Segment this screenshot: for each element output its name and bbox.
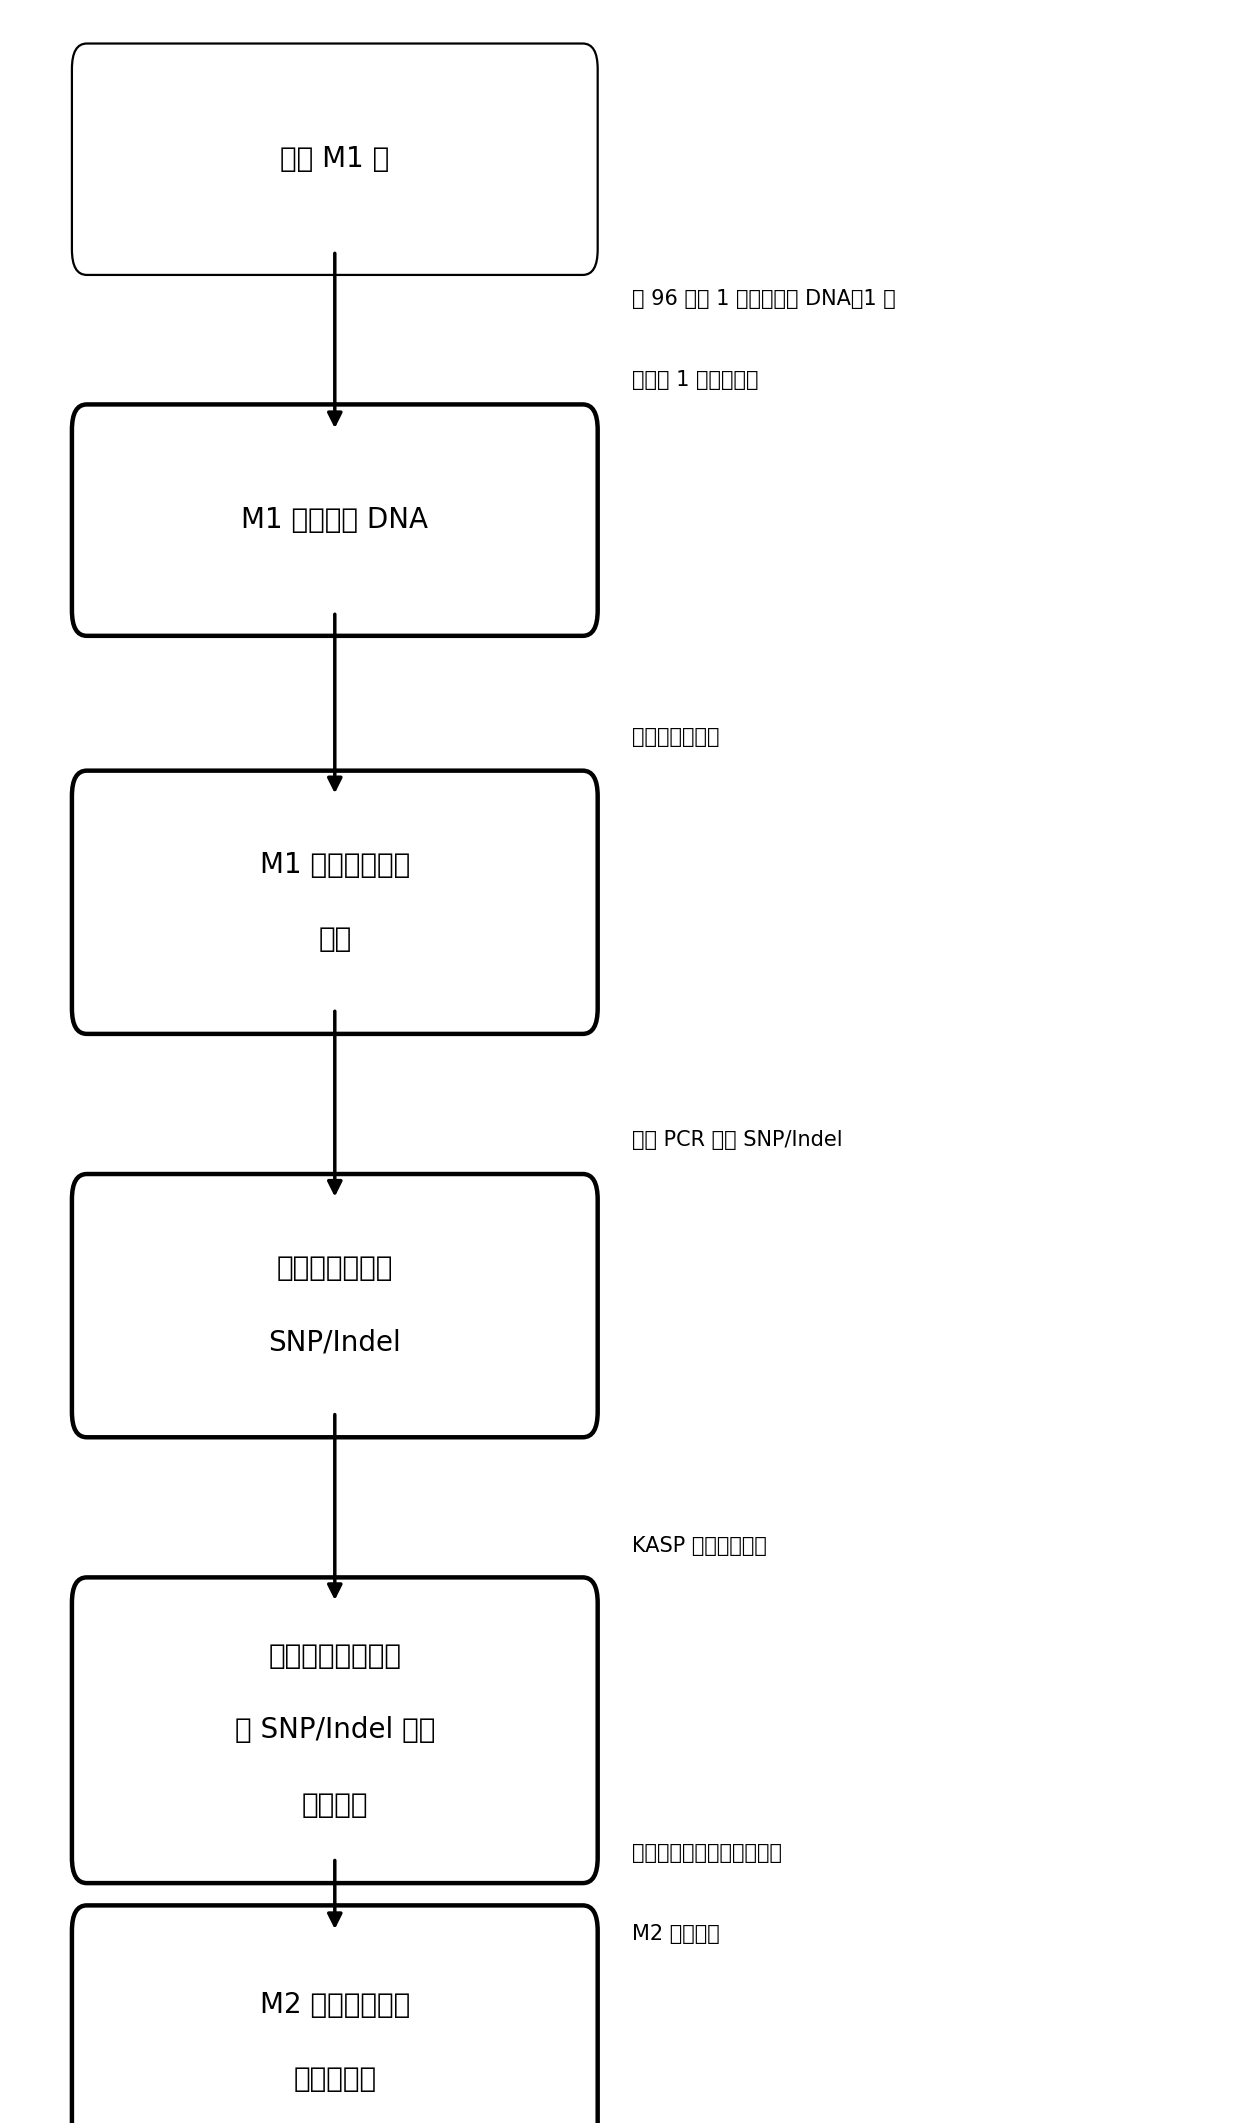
FancyBboxPatch shape xyxy=(72,403,598,637)
FancyBboxPatch shape xyxy=(72,1906,598,2123)
FancyBboxPatch shape xyxy=(72,771,598,1034)
Text: 合体单株: 合体单株 xyxy=(301,1790,368,1819)
Text: 以 96 株为 1 个混池提取 DNA，1 个: 以 96 株为 1 个混池提取 DNA，1 个 xyxy=(632,289,897,310)
Text: M2 代具有目标遗: M2 代具有目标遗 xyxy=(259,1991,410,2019)
Text: 数据: 数据 xyxy=(319,926,351,953)
Text: 含有突变基因型单穗混收，: 含有突变基因型单穗混收， xyxy=(632,1843,782,1864)
Text: SNP/Indel: SNP/Indel xyxy=(268,1329,402,1357)
Text: M2 单株分型: M2 单株分型 xyxy=(632,1923,720,1945)
FancyBboxPatch shape xyxy=(72,1577,598,1883)
Text: M1 目标基因突变: M1 目标基因突变 xyxy=(259,851,410,879)
Text: 高深度靶向测序: 高深度靶向测序 xyxy=(632,726,720,747)
Text: 因 SNP/Indel 的嵌: 因 SNP/Indel 的嵌 xyxy=(234,1715,435,1745)
FancyBboxPatch shape xyxy=(72,42,598,274)
Text: 混池为 1 个测序样本: 混池为 1 个测序样本 xyxy=(632,369,759,391)
Text: 混池确定含有的: 混池确定含有的 xyxy=(277,1255,393,1282)
Text: KASP 技术单株分型: KASP 技术单株分型 xyxy=(632,1535,768,1556)
Text: 诱变 M1 代: 诱变 M1 代 xyxy=(280,144,389,174)
FancyBboxPatch shape xyxy=(72,1174,598,1437)
Text: M1 混池测序 DNA: M1 混池测序 DNA xyxy=(242,505,428,535)
Text: 传表型单株: 传表型单株 xyxy=(293,2066,377,2093)
Text: 群体中含有目标基: 群体中含有目标基 xyxy=(268,1641,402,1671)
Text: 数字 PCR 验证 SNP/Indel: 数字 PCR 验证 SNP/Indel xyxy=(632,1129,843,1151)
